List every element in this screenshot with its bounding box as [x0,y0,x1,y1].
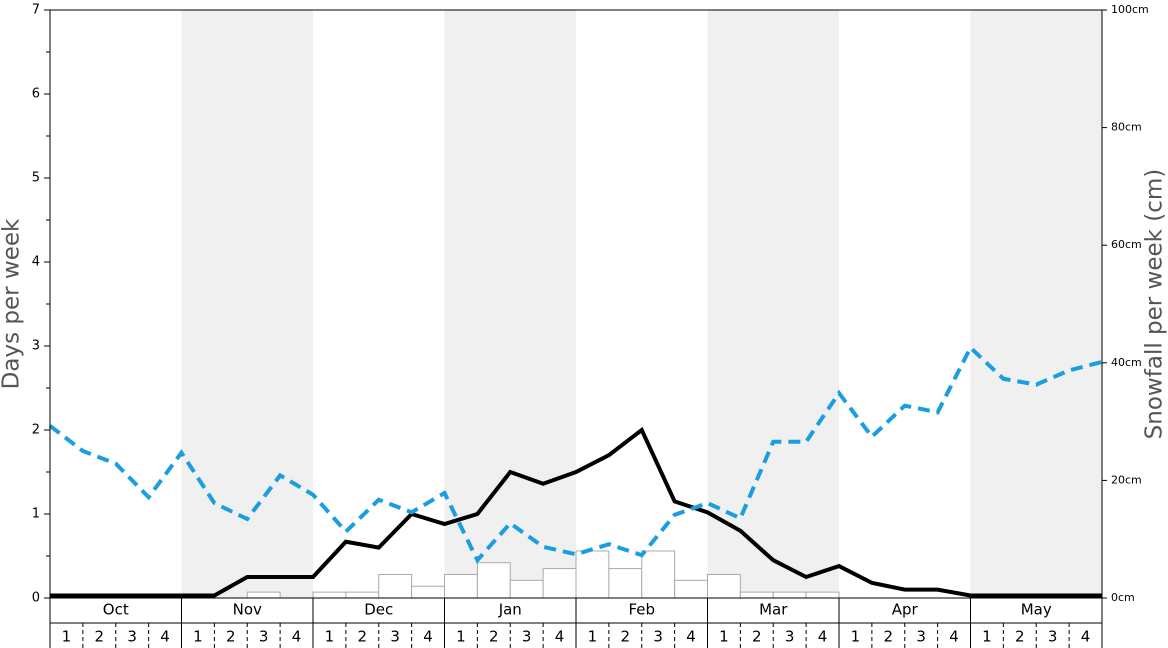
month-band [444,10,576,598]
week-label: 1 [456,628,466,646]
y-tick-label: 1 [32,507,40,522]
week-label: 2 [95,628,105,646]
bar [674,579,708,599]
week-label: 4 [423,628,433,646]
bar [707,573,741,599]
week-label: 3 [259,628,269,646]
bar [411,585,445,599]
week-label: 1 [719,628,729,646]
week-label: 1 [982,628,992,646]
week-label: 1 [851,628,861,646]
bar [608,568,643,599]
month-band [970,10,1102,598]
y-tick-label: 2 [32,423,40,438]
week-label: 2 [226,628,236,646]
week-label: 2 [489,628,499,646]
week-label: 2 [884,628,894,646]
month-label: Feb [628,601,655,619]
week-label: 1 [62,628,72,646]
month-label: Dec [364,601,393,619]
month-label: Mar [759,601,788,619]
week-label: 4 [160,628,170,646]
y-tick-label: 3 [32,339,40,354]
week-label: 3 [522,628,532,646]
week-label: 4 [818,628,828,646]
week-label: 3 [785,628,795,646]
month-band [707,10,839,598]
week-label: 4 [1081,628,1091,646]
y2-tick-label: 60cm [1111,238,1142,251]
bar [542,568,577,599]
line-series [48,344,1103,564]
month-band [181,10,313,598]
month-label: Apr [892,601,919,619]
line-series [50,426,1102,598]
week-label: 4 [292,628,302,646]
bar [575,550,610,599]
y2-tick-label: 80cm [1111,121,1142,134]
y-tick-label: 5 [32,171,40,186]
week-label: 4 [555,628,565,646]
week-label: 3 [127,628,137,646]
bar [772,591,807,599]
y-axis-label: Days per week [0,218,25,389]
bar [312,591,347,599]
y-tick-label: 0 [32,591,40,606]
month-label: Nov [233,601,262,619]
y2-axis-label: Snowfall per week (cm) [1142,169,1168,440]
month-label: Jan [498,601,522,619]
week-label: 3 [653,628,663,646]
week-label: 1 [588,628,598,646]
bar [378,573,413,599]
bar [476,562,511,599]
month-label: Oct [103,601,129,619]
y2-tick-label: 100cm [1111,3,1149,16]
y2-tick-label: 0cm [1111,591,1135,604]
y2-tick-label: 40cm [1111,356,1142,369]
week-label: 2 [1015,628,1025,646]
month-label: May [1021,601,1052,619]
week-label: 3 [1048,628,1058,646]
bar [345,591,380,599]
week-label: 1 [193,628,203,646]
bar [641,550,676,599]
bar [509,579,544,599]
bar [805,591,840,599]
week-label: 4 [949,628,959,646]
week-label: 3 [390,628,400,646]
week-label: 2 [358,628,368,646]
week-label: 4 [686,628,696,646]
week-label: 3 [916,628,926,646]
y-tick-label: 7 [32,3,40,18]
bar [246,591,281,599]
bar [444,573,478,599]
bar [739,591,774,599]
week-label: 1 [325,628,335,646]
week-label: 2 [752,628,762,646]
y-tick-label: 4 [32,255,40,270]
y-tick-label: 6 [32,87,40,102]
y2-tick-label: 20cm [1111,473,1142,486]
week-label: 2 [621,628,631,646]
